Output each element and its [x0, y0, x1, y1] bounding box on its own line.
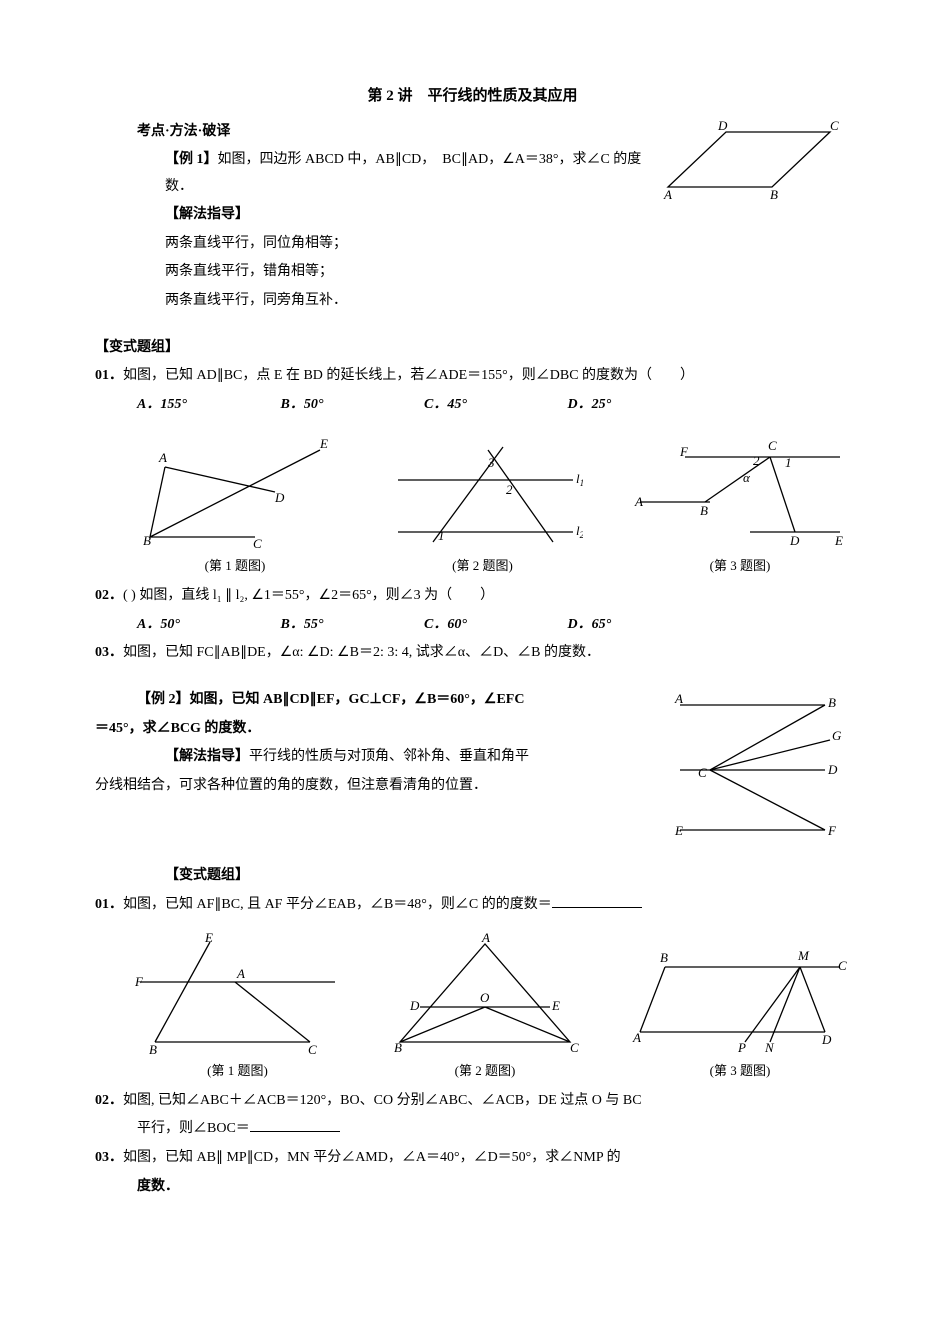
- svg-text:1: 1: [438, 528, 445, 543]
- svg-text:F: F: [827, 823, 837, 838]
- svg-text:P: P: [737, 1040, 746, 1055]
- svg-text:C: C: [698, 765, 707, 780]
- svg-text:D: D: [789, 533, 800, 548]
- example-1-hint2: 两条直线平行，错角相等；: [95, 259, 650, 286]
- v1-q02-choices: A．50° B．55° C．60° D．65°: [95, 612, 850, 639]
- v2-q01: 01．如图，已知 AF∥BC, 且 AF 平分∠EAB，∠B＝48°，则∠C 的…: [95, 892, 850, 919]
- svg-text:O: O: [480, 990, 490, 1005]
- example-1-hint1: 两条直线平行，同位角相等；: [95, 231, 650, 258]
- example-1-hint-label: 【解法指导】: [95, 202, 650, 229]
- v1-q01-choices: A．155° B．50° C．45° D．25°: [95, 392, 850, 419]
- svg-text:B: B: [660, 950, 668, 965]
- v1-q01: 01．如图，已知 AD∥BC，点 E 在 BD 的延长线上，若∠ADE＝155°…: [95, 363, 850, 390]
- svg-text:A: A: [236, 966, 245, 981]
- example-2-text-line1: 【例 2】如图，已知 AB∥CD∥EF，GC⊥CF，∠B＝60°，∠EFC: [95, 687, 650, 714]
- heading-kaodian: 考点·方法·破译: [95, 119, 650, 146]
- v2-fig2-caption: (第 2 题图): [380, 1059, 590, 1084]
- example-2-hint-line1: 【解法指导】平行线的性质与对顶角、邻补角、垂直和角平: [95, 744, 650, 771]
- v1-fig1: A B C D E (第 1 题图): [135, 432, 335, 579]
- svg-text:A: A: [634, 494, 643, 509]
- svg-text:B: B: [770, 187, 778, 202]
- example-1-text: 【例 1】如图，四边形 ABCD 中，AB∥CD， BC∥AD，∠A＝38°，求…: [95, 147, 650, 200]
- v1-fig2: 1 2 3 l1 l2 (第 2 题图): [383, 432, 583, 579]
- example-2-block: 【例 2】如图，已知 AB∥CD∥EF，GC⊥CF，∠B＝60°，∠EFC ＝4…: [95, 685, 850, 845]
- svg-text:D: D: [827, 762, 838, 777]
- example-1-block: 考点·方法·破译 【例 1】如图，四边形 ABCD 中，AB∥CD， BC∥AD…: [95, 117, 850, 317]
- svg-text:N: N: [764, 1040, 775, 1055]
- svg-text:C: C: [253, 536, 262, 551]
- svg-text:C: C: [838, 958, 847, 973]
- svg-text:3: 3: [487, 455, 495, 470]
- heading-bianshi-1: 【变式题组】: [95, 335, 850, 362]
- example-2-figure: A B C D E F G: [650, 685, 850, 845]
- svg-text:E: E: [319, 436, 328, 451]
- svg-text:A: A: [632, 1030, 641, 1045]
- svg-text:C: C: [830, 118, 839, 133]
- v2-q03-line2: 度数．: [95, 1174, 850, 1201]
- svg-text:D: D: [274, 490, 285, 505]
- svg-text:B: B: [394, 1040, 402, 1055]
- v2-fig3: B M C A D P N (第 3 题图): [630, 932, 850, 1084]
- v2-fig3-caption: (第 3 题图): [630, 1059, 850, 1084]
- v1-fig3-caption: (第 3 题图): [630, 554, 850, 579]
- svg-text:B: B: [149, 1042, 157, 1057]
- example-2-text-line2: ＝45°，求∠BCG 的度数．: [95, 716, 650, 743]
- v2-q03-line1: 03．如图，已知 AB∥ MP∥CD，MN 平分∠AMD，∠A＝40°，∠D＝5…: [95, 1145, 850, 1172]
- example-1-label: 【例 1】: [165, 152, 218, 167]
- example-2-hint-line2: 分线相结合，可求各种位置的角的度数，但注意看清角的位置．: [95, 773, 650, 800]
- svg-text:α: α: [743, 470, 751, 485]
- svg-text:D: D: [821, 1032, 832, 1047]
- v1-q03: 03．如图，已知 FC∥AB∥DE，∠α: ∠D: ∠B＝2: 3: 4, 试求…: [95, 640, 850, 667]
- svg-text:l2: l2: [576, 523, 583, 540]
- svg-text:E: E: [551, 998, 560, 1013]
- svg-text:C: C: [308, 1042, 317, 1057]
- v2-fig1-caption: (第 1 题图): [135, 1059, 340, 1084]
- v1-fig3: A B C D E F 1 2 α (第 3 题图): [630, 432, 850, 579]
- svg-text:C: C: [570, 1040, 579, 1055]
- svg-text:A: A: [481, 932, 490, 945]
- v1-q02: 02．( ) 如图，直线 l₁ ∥ l₂, ∠1＝55°，∠2＝65°，则∠3 …: [95, 583, 850, 610]
- svg-text:C: C: [768, 438, 777, 453]
- figure-row-1: A B C D E (第 1 题图) 1 2 3 l1 l2 (第 2 题图): [135, 432, 850, 579]
- v2-q02-line1: 02．如图, 已知∠ABC＋∠ACB＝120°，BO、CO 分别∠ABC、∠AC…: [95, 1088, 850, 1115]
- svg-text:B: B: [143, 533, 151, 548]
- svg-text:E: E: [834, 533, 843, 548]
- svg-text:A: A: [674, 691, 683, 706]
- svg-text:B: B: [828, 695, 836, 710]
- v1-fig2-caption: (第 2 题图): [383, 554, 583, 579]
- svg-text:F: F: [679, 444, 689, 459]
- svg-text:E: E: [674, 823, 683, 838]
- svg-text:M: M: [797, 948, 810, 963]
- svg-text:D: D: [717, 118, 728, 133]
- heading-bianshi-2: 【变式题组】: [95, 863, 850, 890]
- svg-text:1: 1: [785, 455, 792, 470]
- svg-text:l1: l1: [576, 471, 583, 488]
- figure-row-2: F A E B C (第 1 题图) A B C D E O (第 2 题图): [135, 932, 850, 1084]
- v2-fig2: A B C D E O (第 2 题图): [380, 932, 590, 1084]
- svg-text:2: 2: [506, 482, 513, 497]
- svg-text:E: E: [204, 932, 213, 945]
- example-1-hint3: 两条直线平行，同旁角互补．: [95, 288, 650, 315]
- svg-text:2: 2: [753, 453, 760, 468]
- svg-text:B: B: [700, 503, 708, 518]
- v1-fig1-caption: (第 1 题图): [135, 554, 335, 579]
- svg-text:A: A: [663, 187, 672, 202]
- v2-fig1: F A E B C (第 1 题图): [135, 932, 340, 1084]
- example-1-figure: A B C D: [650, 117, 850, 202]
- svg-text:G: G: [832, 728, 842, 743]
- svg-text:D: D: [409, 998, 420, 1013]
- v2-q02-line2: 平行，则∠BOC＝: [95, 1116, 850, 1143]
- svg-text:F: F: [135, 974, 144, 989]
- svg-text:A: A: [158, 450, 167, 465]
- page-title: 第 2 讲 平行线的性质及其应用: [95, 82, 850, 111]
